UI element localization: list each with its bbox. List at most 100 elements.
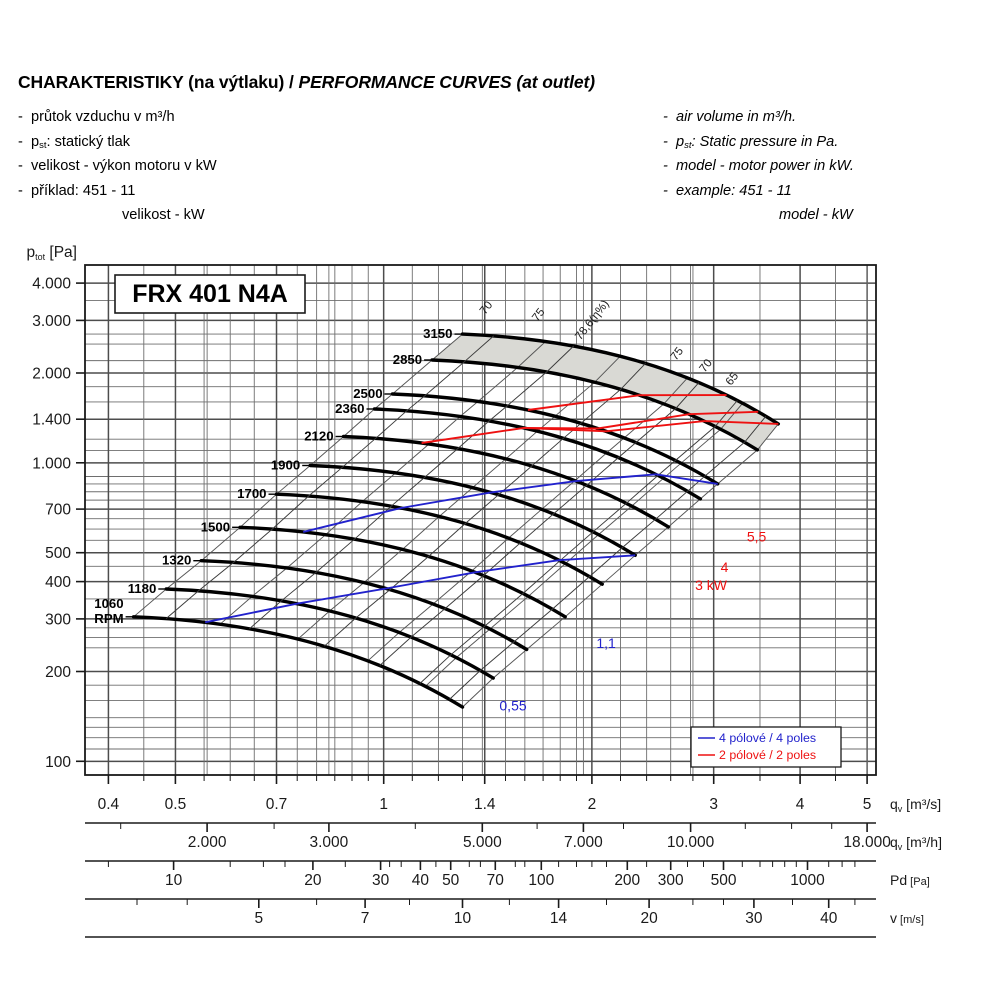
chart-legend: 4 pólové / 4 poles 2 pólové / 2 poles [690,726,842,768]
power-limit-curve [421,420,779,444]
y-axis-label: ptot [Pa] [26,244,77,262]
x-tick-label: 10 [454,910,472,927]
legend-label: 2 pólové / 2 poles [719,748,816,762]
y-tick-label: 300 [45,611,71,628]
x-tick-label: 3 [709,796,718,813]
x-tick-label: 0.4 [98,796,120,813]
x-tick-label: 4 [796,796,805,813]
rpm-label: 2120 [304,429,333,444]
note-row: - example: 451 - 11 [663,182,792,199]
x-tick-label: 10.000 [667,834,715,851]
rpm-curve-layer [131,332,780,709]
x-axis-name: qv [m³/s] [890,796,941,814]
notes-czech: - průtok vzduchu v m³/h - pst: statický tl… [18,105,217,228]
note-row: velikost - kW [18,203,217,228]
rpm-label: 2850 [393,352,422,367]
note-text: model - kW [779,207,853,223]
rpm-curve [430,358,760,452]
x-tick-label: 30 [372,872,390,889]
page-title-en: PERFORMANCE CURVES (at outlet) [298,72,596,92]
note-text: velikost - výkon motoru v kW [31,158,217,174]
y-tick-label: 500 [45,545,71,562]
x-tick-label: 7 [361,910,370,927]
x-tick-label: 20 [641,910,659,927]
rpm-label: RPM [94,611,123,626]
legend-frame [690,726,842,768]
x-tick-label: 100 [528,872,554,889]
x-tick-label: 5.000 [463,834,502,851]
note-row: - air volume in m³/h. [663,109,797,125]
efficiency-label: 70 [697,357,715,375]
x-tick-label: 3.000 [309,834,348,851]
note-text: example: 451 - 11 [676,182,792,199]
page-title: CHARAKTERISTIKY (na výtlaku) / PERFORMAN… [18,72,595,93]
efficiency-label: 70 [477,299,495,317]
efficiency-label: 75 [529,306,547,324]
rpm-label: 1060 [94,596,123,611]
x-tick-label: 0.5 [165,796,187,813]
page-title-separator: / [284,72,299,92]
y-tick-label: 4.000 [32,276,71,293]
note-row: - příklad: 451 - 11 [18,182,136,199]
power-label: 3 kW [695,577,728,593]
efficiency-label: 65 [723,370,741,388]
note-text: air volume in m³/h. [676,109,797,125]
note-text: velikost - kW [122,207,205,223]
notes-english: - air volume in m³/h. - pst: Static pressu… [663,105,854,228]
x-tick-label: 1000 [790,872,825,889]
model-title-box: FRX 401 N4A [114,274,306,314]
x-axis-name: qv [m³/h] [890,834,942,852]
rpm-label: 1700 [237,486,266,501]
x-tick-label: 18.000 [843,834,891,851]
x-tick-label: 40 [820,910,838,927]
x-tick-label: 2 [588,796,597,813]
note-row: - velikost - výkon motoru v kW [18,158,217,174]
x-tick-label: 200 [614,872,640,889]
note-text: model - motor power in kW. [676,158,854,174]
x-tick-label: 50 [442,872,460,889]
note-row: - průtok vzduchu v m³/h [18,109,175,125]
x-tick-label: 5 [255,910,264,927]
power-label: 4 [721,559,729,575]
y-tick-label: 700 [45,502,71,519]
operating-region [432,334,779,450]
x-tick-label: 2.000 [188,834,227,851]
note-row: model - kW [663,203,854,228]
rpm-curve [164,587,495,680]
note-text: průtok vzduchu v m³/h [31,109,175,125]
rpm-label: 1320 [162,553,191,568]
power-label: 0,55 [499,698,526,714]
x-tick-label: 500 [711,872,737,889]
x-tick-label: 40 [412,872,430,889]
y-tick-label: 2.000 [32,365,71,382]
rpm-curve [390,392,720,486]
chart-axes: ptot [Pa]4.0003.0002.0001.4001.000700500… [26,244,942,938]
rpm-curve [131,615,465,709]
rpm-curve [238,525,567,619]
x-tick-label: 7.000 [564,834,603,851]
rpm-label: 1900 [271,457,300,472]
y-tick-label: 200 [45,664,71,681]
power-limit-curve [204,554,636,624]
efficiency-curve-layer [165,335,767,700]
rpm-curve [341,434,671,529]
x-tick-label: 10 [165,872,183,889]
note-text: příklad: 451 - 11 [31,182,136,199]
x-tick-label: 20 [304,872,322,889]
rpm-label: 2500 [353,386,382,401]
rpm-label: 3150 [423,326,452,341]
power-curve-layer [204,394,779,624]
y-tick-label: 400 [45,574,71,591]
rpm-curve [372,407,703,501]
rpm-label: 2360 [335,401,364,416]
rpm-curve [199,559,529,652]
power-limit-curve [527,394,727,411]
rpm-curve [460,332,780,426]
y-tick-label: 1.400 [32,412,71,429]
power-label: 1,1 [596,635,616,651]
x-tick-label: 300 [658,872,684,889]
rpm-label: 1180 [128,581,157,596]
x-tick-label: 1.4 [474,796,496,813]
x-tick-label: 70 [487,872,505,889]
